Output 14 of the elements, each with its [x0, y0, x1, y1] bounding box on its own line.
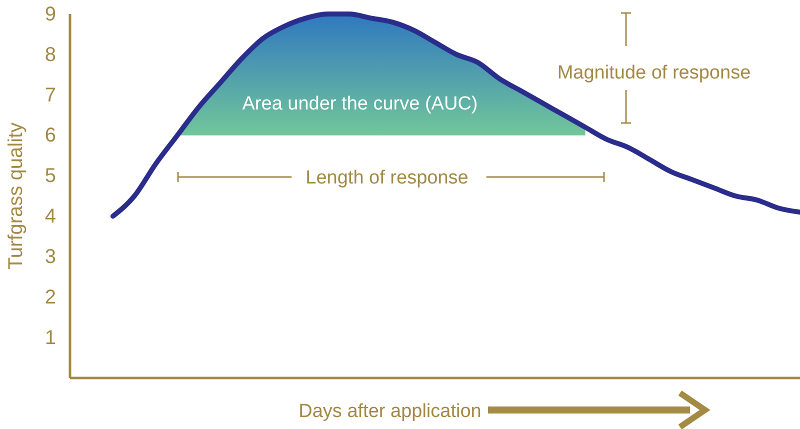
y-tick-label: 6 — [44, 124, 56, 147]
y-tick-label: 5 — [44, 165, 56, 188]
y-tick-label: 3 — [44, 246, 56, 268]
annotation: Magnitude of response — [557, 62, 751, 84]
y-axis-title: Turfgrass quality — [5, 122, 27, 270]
x-axis-title: Days after application — [298, 401, 482, 422]
y-tick-label: 1 — [44, 326, 56, 349]
y-tick-label: 4 — [44, 206, 56, 228]
annotation: Area under the curve (AUC) — [242, 94, 478, 115]
annotation: Length of response — [306, 168, 468, 189]
y-tick-label: 7 — [44, 84, 56, 106]
y-tick-label: 2 — [44, 286, 56, 309]
y-tick-label: 8 — [44, 44, 56, 66]
y-tick-label: 9 — [44, 3, 56, 26]
